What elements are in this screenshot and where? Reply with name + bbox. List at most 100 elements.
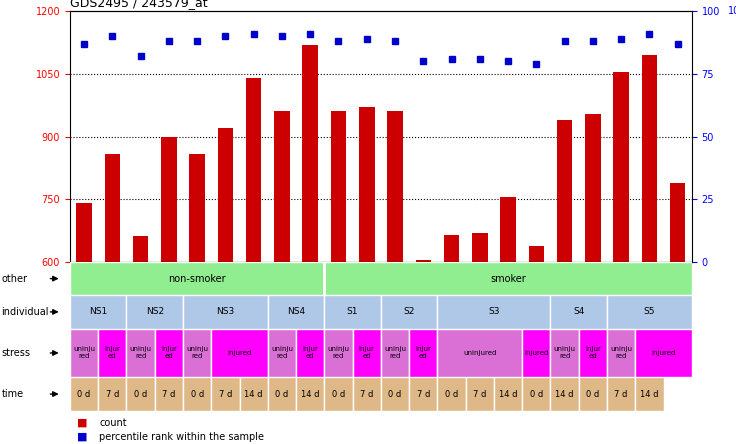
- Text: injur
ed: injur ed: [302, 346, 318, 360]
- Text: 0 d: 0 d: [134, 389, 147, 399]
- Text: 0 d: 0 d: [191, 389, 204, 399]
- Bar: [325, 329, 353, 377]
- Text: uninjured: uninjured: [463, 350, 497, 356]
- Text: injur
ed: injur ed: [359, 346, 375, 360]
- Bar: [466, 377, 494, 411]
- Text: uninju
red: uninju red: [553, 346, 576, 360]
- Text: non-smoker: non-smoker: [169, 274, 226, 284]
- Bar: [246, 78, 261, 262]
- Bar: [325, 377, 353, 411]
- Bar: [330, 111, 346, 262]
- Text: 7 d: 7 d: [106, 389, 119, 399]
- Bar: [551, 329, 578, 377]
- Bar: [523, 377, 551, 411]
- Text: 7 d: 7 d: [615, 389, 628, 399]
- Bar: [211, 377, 239, 411]
- Bar: [528, 246, 544, 262]
- Bar: [607, 329, 635, 377]
- Text: injur
ed: injur ed: [415, 346, 431, 360]
- Text: NS1: NS1: [89, 307, 107, 317]
- Bar: [183, 295, 268, 329]
- Text: injur
ed: injur ed: [105, 346, 120, 360]
- Bar: [551, 295, 607, 329]
- Bar: [381, 377, 409, 411]
- Bar: [523, 329, 551, 377]
- Text: 0 d: 0 d: [389, 389, 402, 399]
- Bar: [437, 377, 466, 411]
- Bar: [642, 55, 657, 262]
- Text: stress: stress: [1, 348, 30, 358]
- Text: uninju
red: uninju red: [384, 346, 406, 360]
- Text: injured: injured: [524, 350, 548, 356]
- Bar: [437, 295, 551, 329]
- Bar: [155, 329, 183, 377]
- Bar: [585, 114, 601, 262]
- Y-axis label: 100%: 100%: [728, 6, 736, 16]
- Text: injur
ed: injur ed: [585, 346, 601, 360]
- Bar: [70, 262, 325, 295]
- Text: 7 d: 7 d: [360, 389, 373, 399]
- Text: 14 d: 14 d: [499, 389, 517, 399]
- Bar: [132, 236, 149, 262]
- Bar: [183, 377, 211, 411]
- Text: S2: S2: [403, 307, 415, 317]
- Bar: [218, 128, 233, 262]
- Text: uninju
red: uninju red: [130, 346, 152, 360]
- Bar: [127, 295, 183, 329]
- Text: uninju
red: uninju red: [271, 346, 293, 360]
- Bar: [381, 295, 437, 329]
- Bar: [77, 203, 92, 262]
- Bar: [296, 377, 325, 411]
- Bar: [161, 137, 177, 262]
- Text: count: count: [99, 417, 127, 428]
- Text: 0 d: 0 d: [587, 389, 600, 399]
- Bar: [268, 295, 325, 329]
- Bar: [551, 377, 578, 411]
- Text: percentile rank within the sample: percentile rank within the sample: [99, 432, 264, 442]
- Text: S5: S5: [644, 307, 655, 317]
- Bar: [578, 377, 607, 411]
- Bar: [302, 44, 318, 262]
- Text: individual: individual: [1, 307, 49, 317]
- Bar: [578, 329, 607, 377]
- Text: other: other: [1, 274, 27, 284]
- Bar: [211, 329, 268, 377]
- Bar: [189, 154, 205, 262]
- Bar: [670, 182, 685, 262]
- Bar: [275, 111, 290, 262]
- Bar: [494, 377, 523, 411]
- Text: ■: ■: [77, 417, 88, 428]
- Text: 7 d: 7 d: [417, 389, 430, 399]
- Bar: [70, 377, 98, 411]
- Bar: [437, 329, 523, 377]
- Text: uninju
red: uninju red: [73, 346, 95, 360]
- Text: injured: injured: [651, 350, 676, 356]
- Text: 14 d: 14 d: [244, 389, 263, 399]
- Bar: [500, 197, 516, 262]
- Bar: [416, 260, 431, 262]
- Bar: [239, 377, 268, 411]
- Bar: [183, 329, 211, 377]
- Text: S4: S4: [573, 307, 584, 317]
- Bar: [409, 329, 437, 377]
- Bar: [387, 111, 403, 262]
- Bar: [409, 377, 437, 411]
- Text: 0 d: 0 d: [77, 389, 91, 399]
- Text: NS2: NS2: [146, 307, 164, 317]
- Text: 0 d: 0 d: [275, 389, 289, 399]
- Bar: [635, 329, 692, 377]
- Bar: [268, 377, 296, 411]
- Text: uninju
red: uninju red: [186, 346, 208, 360]
- Text: 14 d: 14 d: [556, 389, 574, 399]
- Bar: [444, 235, 459, 262]
- Text: injured: injured: [227, 350, 252, 356]
- Bar: [98, 377, 127, 411]
- Bar: [607, 295, 692, 329]
- Text: NS3: NS3: [216, 307, 235, 317]
- Text: 7 d: 7 d: [473, 389, 486, 399]
- Text: uninju
red: uninju red: [328, 346, 350, 360]
- Text: NS4: NS4: [287, 307, 305, 317]
- Bar: [353, 329, 381, 377]
- Bar: [359, 107, 375, 262]
- Bar: [70, 295, 127, 329]
